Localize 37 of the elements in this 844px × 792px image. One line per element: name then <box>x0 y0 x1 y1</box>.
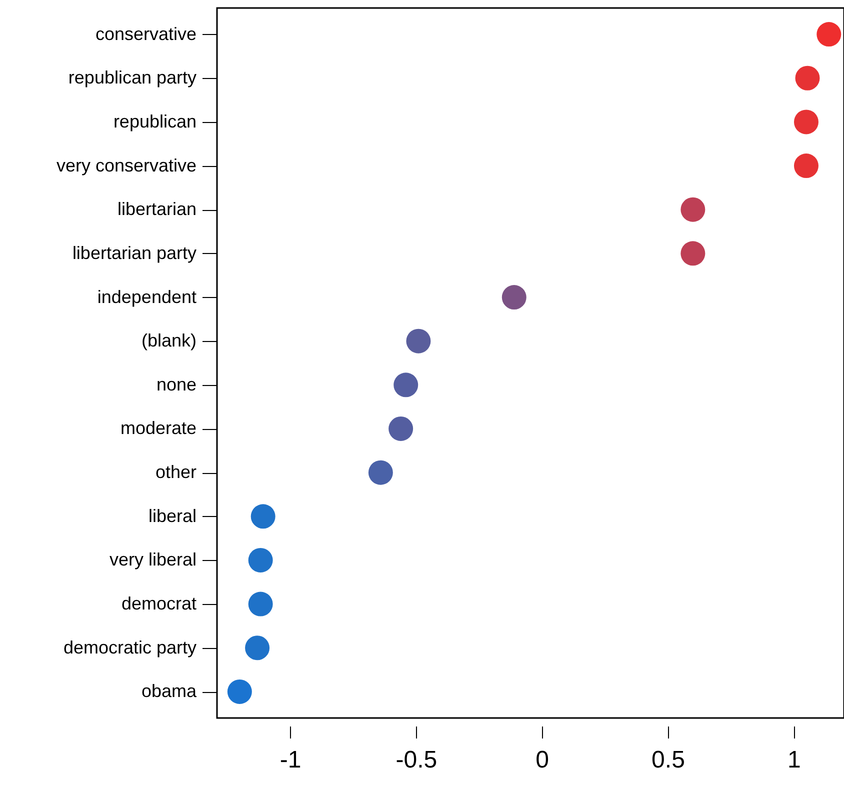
y-tick-label: democratic party <box>63 637 196 658</box>
point <box>502 285 526 310</box>
y-tick-label: conservative <box>95 24 196 44</box>
x-tick-label: -1 <box>280 746 302 774</box>
y-tick-label: democrat <box>121 594 196 614</box>
point <box>795 66 820 90</box>
y-tick-label: libertarian <box>117 199 196 220</box>
y-tick-label: independent <box>97 286 196 307</box>
point <box>816 22 842 47</box>
y-tick-label: other <box>155 462 196 482</box>
point <box>388 416 414 441</box>
point <box>406 328 431 354</box>
y-tick-label: moderate <box>120 418 196 438</box>
x-tick-label: 0.5 <box>652 746 685 774</box>
point <box>368 460 393 485</box>
y-tick-label: (blank) <box>141 330 196 351</box>
x-tick-label: 1 <box>787 746 801 774</box>
y-tick-label: very conservative <box>56 155 196 176</box>
point <box>394 372 418 398</box>
point <box>680 241 706 266</box>
point <box>227 679 252 704</box>
x-tick-label: -0.5 <box>396 746 438 774</box>
point <box>680 197 706 222</box>
point <box>250 504 276 529</box>
y-tick-label: republican party <box>68 68 196 88</box>
point <box>245 636 270 660</box>
point <box>248 548 273 572</box>
y-tick-label: very liberal <box>109 550 196 570</box>
point <box>794 110 818 134</box>
y-tick-label: none <box>156 374 196 394</box>
y-tick-label: obama <box>141 681 198 702</box>
y-tick-label: libertarian party <box>72 242 196 263</box>
point <box>794 154 818 178</box>
point <box>248 592 273 616</box>
y-tick-label: republican <box>113 111 196 132</box>
y-tick-label: liberal <box>148 506 196 526</box>
x-tick-label: 0 <box>536 746 550 774</box>
